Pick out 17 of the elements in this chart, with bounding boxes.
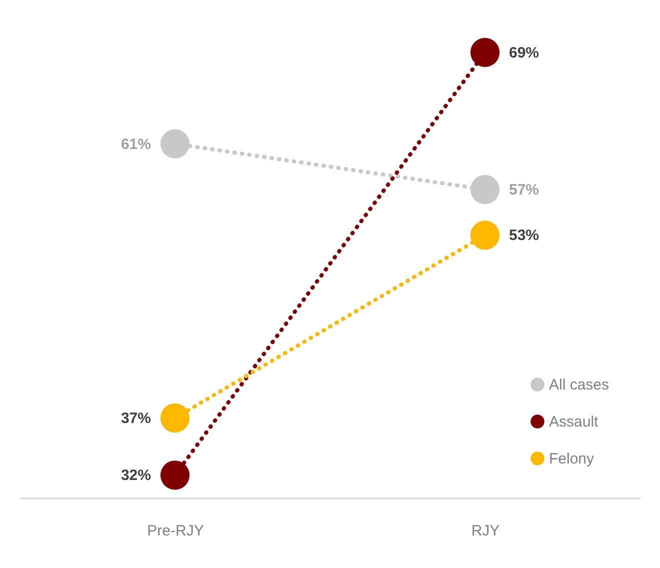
data-label: 69% (509, 44, 540, 62)
point (160, 129, 190, 158)
data-label: 61% (120, 136, 151, 153)
data-label: 57% (509, 182, 540, 199)
point (160, 403, 190, 433)
point (160, 460, 190, 490)
data-label: 53% (509, 227, 540, 244)
point (470, 220, 500, 250)
legend-label: Felony (549, 450, 595, 468)
point (470, 174, 500, 204)
data-label: 37% (120, 410, 151, 428)
data-label: 32% (120, 467, 151, 484)
x-tick-label: Pre-RJY (147, 522, 204, 540)
point (470, 38, 500, 67)
x-tick-label: RJY (471, 522, 500, 540)
legend-label: Assault (549, 414, 600, 430)
legend-label: All cases (549, 376, 610, 394)
